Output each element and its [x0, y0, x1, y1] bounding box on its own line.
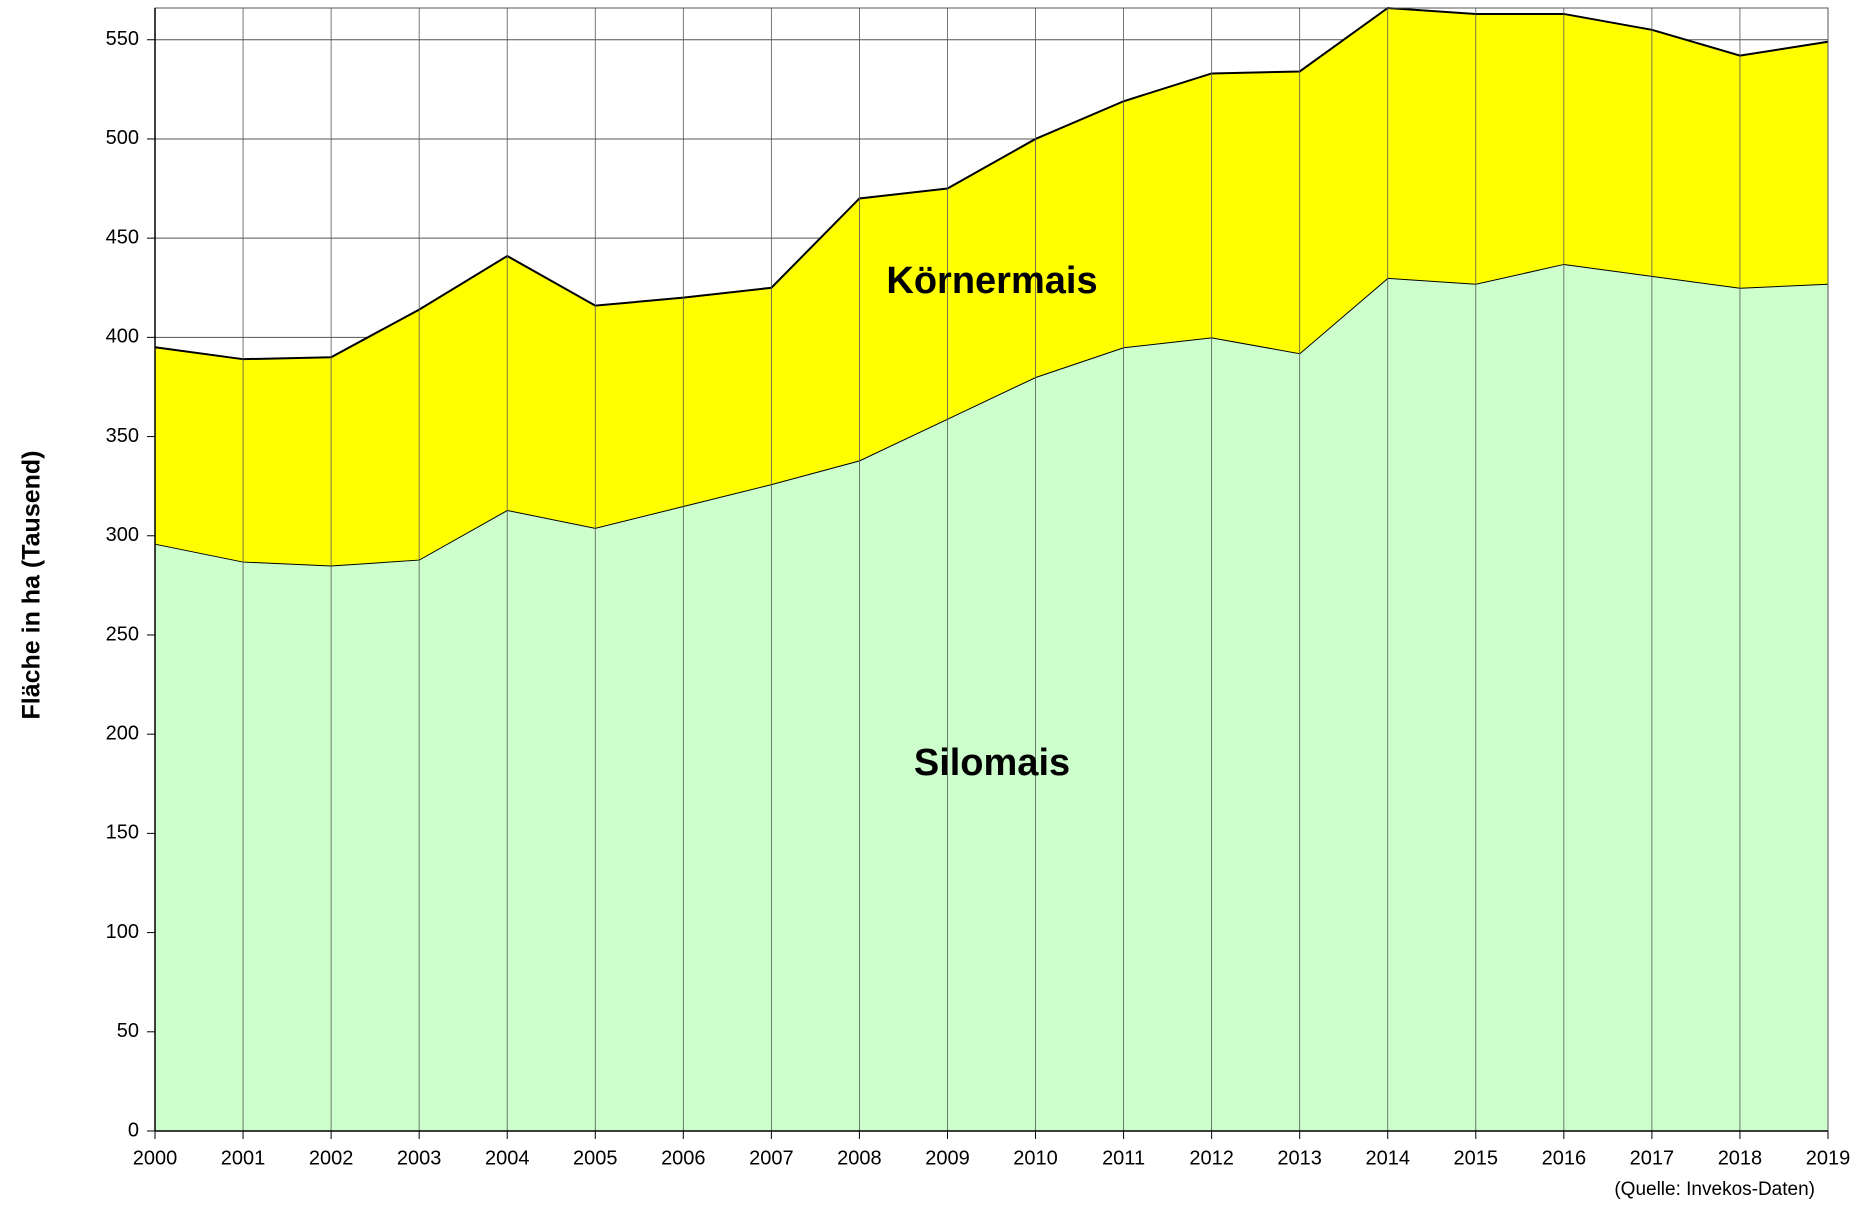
- x-tick-label: 2004: [485, 1147, 530, 1169]
- area: [155, 8, 1828, 566]
- y-tick-label: 250: [106, 623, 139, 645]
- x-tick-label: 2016: [1542, 1147, 1587, 1169]
- x-tick-label: 2008: [837, 1147, 882, 1169]
- x-tick-label: 2017: [1630, 1147, 1675, 1169]
- source-note: (Quelle: Invekos-Daten): [1614, 1179, 1815, 1200]
- y-tick-label: 0: [128, 1119, 139, 1141]
- x-tick-label: 2019: [1806, 1147, 1851, 1169]
- y-tick-label: 350: [106, 425, 139, 447]
- x-tick-label: 2011: [1102, 1147, 1145, 1169]
- y-axis-label: Fläche in ha (Tausend): [18, 450, 46, 719]
- x-tick-label: 2007: [749, 1147, 794, 1169]
- x-tick-label: 2010: [1013, 1147, 1058, 1169]
- y-tick-label: 400: [106, 326, 139, 348]
- x-tick-label: 2003: [397, 1147, 442, 1169]
- x-tick-label: 2014: [1365, 1147, 1410, 1169]
- y-tick-label: 100: [106, 921, 139, 943]
- area: [155, 263, 1828, 1132]
- series-label: Silomais: [914, 742, 1070, 784]
- x-tick-label: 2006: [661, 1147, 706, 1169]
- y-tick-label: 450: [106, 226, 139, 248]
- y-tick-label: 50: [117, 1020, 139, 1042]
- x-tick-label: 2012: [1189, 1147, 1234, 1169]
- x-tick-label: 2000: [133, 1147, 178, 1169]
- y-tick-label: 150: [106, 822, 139, 844]
- x-tick-label: 2009: [925, 1147, 970, 1169]
- y-tick-label: 200: [106, 722, 139, 744]
- area-outline: [154, 6, 1829, 361]
- series-label: Körnermais: [886, 260, 1097, 302]
- y-tick-label: 550: [106, 28, 139, 50]
- x-tick-label: 2018: [1718, 1147, 1763, 1169]
- x-tick-label: 2002: [309, 1147, 354, 1169]
- y-tick-label: 500: [106, 127, 139, 149]
- x-tick-label: 2015: [1454, 1147, 1499, 1169]
- x-tick-label: 2013: [1277, 1147, 1322, 1169]
- y-tick-label: 300: [106, 524, 139, 546]
- x-tick-label: 2001: [221, 1147, 266, 1169]
- x-tick-label: 2005: [573, 1147, 618, 1169]
